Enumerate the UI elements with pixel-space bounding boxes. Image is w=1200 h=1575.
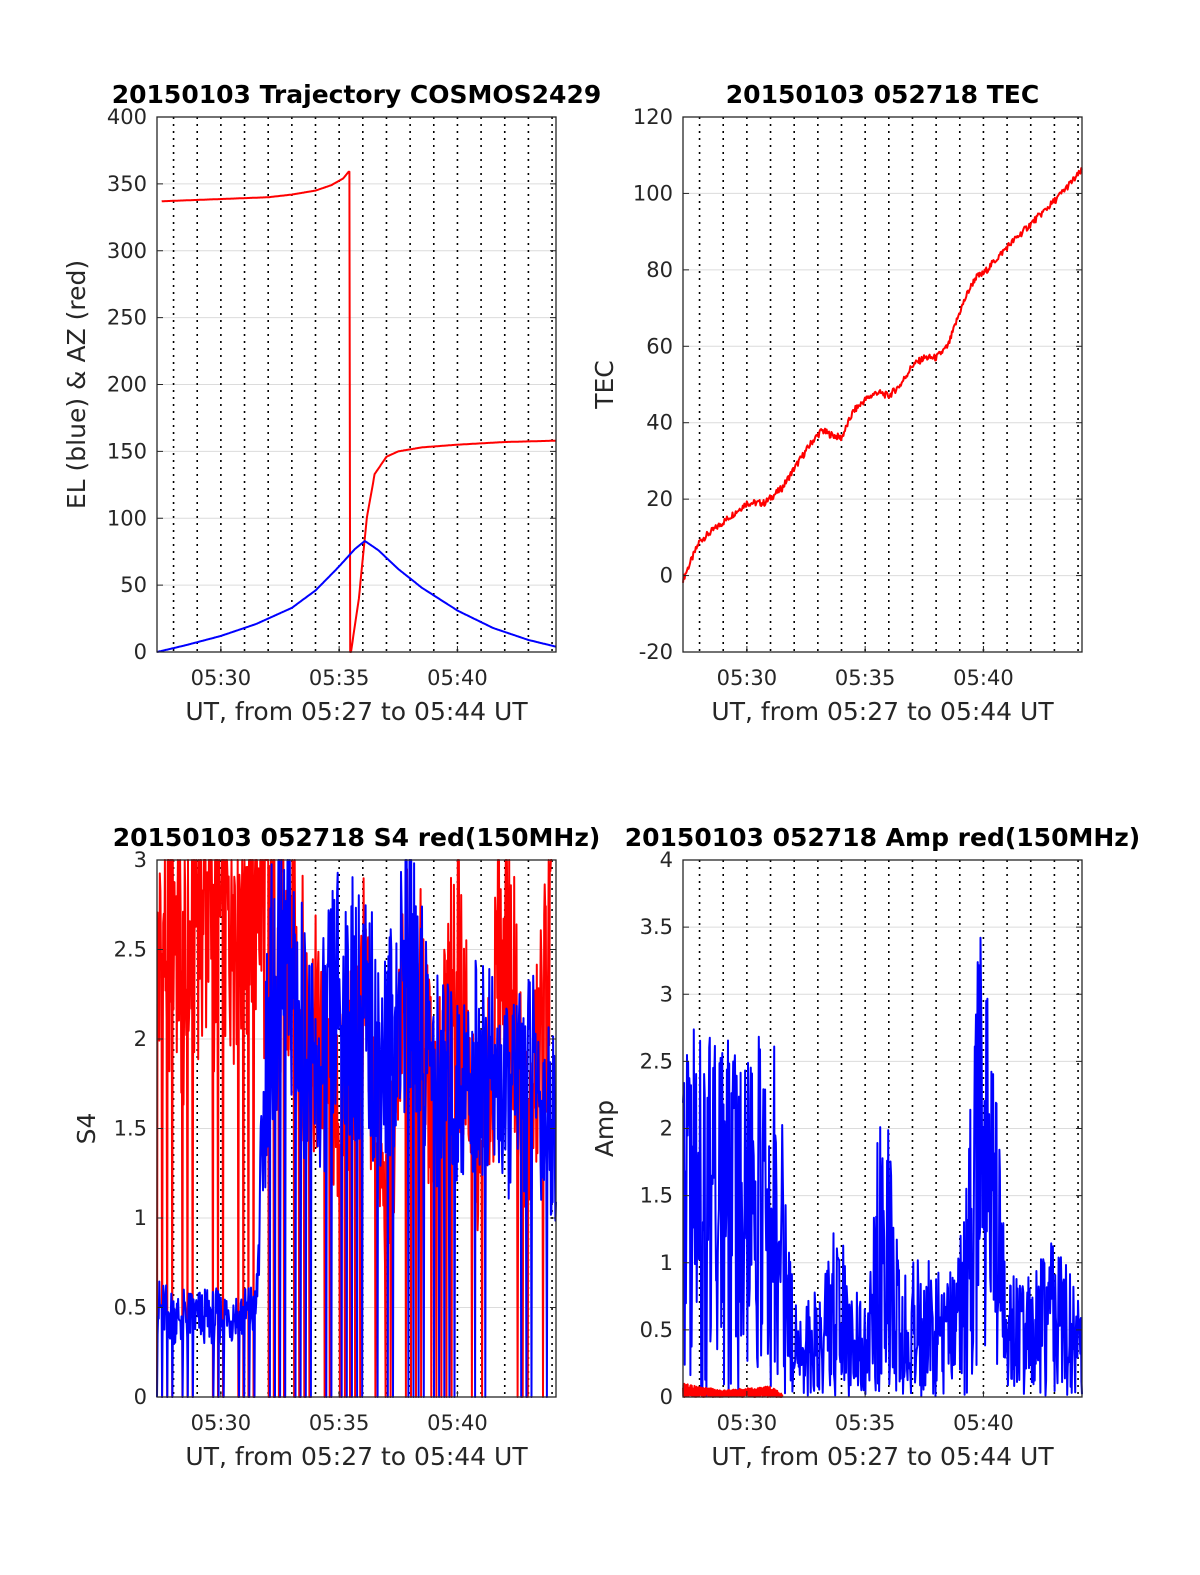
y-axis-label: Amp xyxy=(590,1100,619,1157)
x-axis-label: UT, from 05:27 to 05:44 UT xyxy=(185,1442,528,1471)
y-tick-label: 2 xyxy=(134,1027,147,1051)
y-tick-label: 150 xyxy=(107,439,147,463)
y-tick-label: 120 xyxy=(633,105,673,129)
y-tick-label: -20 xyxy=(639,640,673,664)
x-tick-label: 05:35 xyxy=(309,666,370,690)
y-tick-label: 0.5 xyxy=(640,1318,673,1342)
chart-panel-4: 0 0.5 1 1.5 2 2.5 3 3.5 4 05:30 05:35 05:40 20150103… xyxy=(590,823,1140,1471)
y-tick-label: 3 xyxy=(134,848,147,872)
x-tick-label: 05:30 xyxy=(717,666,778,690)
x-axis-label: UT, from 05:27 to 05:44 UT xyxy=(711,697,1054,726)
series-line-2 xyxy=(156,540,557,653)
y-tick-label: 60 xyxy=(646,334,673,358)
chart-panel-1: 0 50 100 150 200 250 300 350 400 05:30 05:35 05:40 2… xyxy=(62,80,601,726)
x-axis-label: UT, from 05:27 to 05:44 UT xyxy=(185,697,528,726)
series-line-2 xyxy=(156,859,557,1398)
y-tick-label: 200 xyxy=(107,373,147,397)
y-tick-label: 250 xyxy=(107,306,147,330)
chart-panel-2: -20 0 20 40 60 80 100 120 05:30 05:35 05:40 2015010… xyxy=(590,80,1083,726)
y-tick-label: 400 xyxy=(107,105,147,129)
y-tick-label: 0.5 xyxy=(114,1296,147,1320)
y-tick-label: 40 xyxy=(646,411,673,435)
y-tick-label: 20 xyxy=(646,487,673,511)
y-tick-label: 3 xyxy=(660,982,673,1006)
y-tick-label: 0 xyxy=(134,640,147,664)
y-axis-label: TEC xyxy=(590,360,619,410)
x-tick-label: 05:40 xyxy=(953,666,1014,690)
x-tick-label: 05:30 xyxy=(717,1411,778,1435)
x-tick-label: 05:40 xyxy=(427,666,488,690)
series-line-1 xyxy=(682,936,1083,1398)
x-tick-label: 05:40 xyxy=(953,1411,1014,1435)
x-tick-label: 05:40 xyxy=(427,1411,488,1435)
y-tick-label: 80 xyxy=(646,258,673,282)
y-tick-label: 4 xyxy=(660,848,673,872)
axes-frame xyxy=(682,116,1083,653)
chart-title: 20150103 052718 Amp red(150MHz) xyxy=(625,823,1141,852)
y-tick-label: 1.5 xyxy=(114,1117,147,1141)
y-tick-label: 50 xyxy=(120,573,147,597)
y-tick-label: 3.5 xyxy=(640,915,673,939)
y-tick-label: 1 xyxy=(660,1251,673,1275)
chart-panel-3: 0 0.5 1 1.5 2 2.5 3 05:30 05:35 05:40 20150103 052… xyxy=(72,823,600,1471)
x-tick-label: 05:35 xyxy=(835,666,896,690)
x-tick-label: 05:30 xyxy=(191,1411,252,1435)
y-tick-label: 350 xyxy=(107,172,147,196)
y-axis-label: EL (blue) & AZ (red) xyxy=(62,260,91,509)
plot-area xyxy=(683,117,1082,652)
x-tick-label: 05:35 xyxy=(835,1411,896,1435)
y-tick-label: 1.5 xyxy=(640,1184,673,1208)
y-tick-label: 2.5 xyxy=(640,1049,673,1073)
chart-title: 20150103 052718 S4 red(150MHz) xyxy=(113,823,601,852)
y-tick-label: 100 xyxy=(633,181,673,205)
series-line-1 xyxy=(682,167,1083,583)
y-tick-label: 0 xyxy=(134,1385,147,1409)
chart-title: 20150103 Trajectory COSMOS2429 xyxy=(112,80,602,109)
y-tick-label: 2.5 xyxy=(114,938,147,962)
y-tick-label: 100 xyxy=(107,506,147,530)
y-axis-label: S4 xyxy=(72,1113,101,1145)
series-line-1 xyxy=(161,170,557,653)
y-tick-label: 2 xyxy=(660,1117,673,1141)
y-tick-label: 0 xyxy=(660,564,673,588)
x-tick-label: 05:35 xyxy=(309,1411,370,1435)
y-tick-label: 1 xyxy=(134,1206,147,1230)
x-axis-label: UT, from 05:27 to 05:44 UT xyxy=(711,1442,1054,1471)
chart-title: 20150103 052718 TEC xyxy=(726,80,1039,109)
y-tick-label: 0 xyxy=(660,1385,673,1409)
x-tick-label: 05:30 xyxy=(191,666,252,690)
y-tick-label: 300 xyxy=(107,239,147,263)
